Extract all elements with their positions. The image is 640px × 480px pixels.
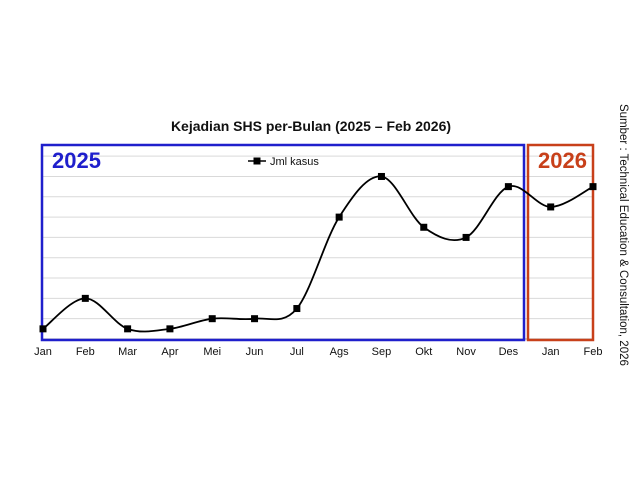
x-tick-label: Ags <box>330 346 349 358</box>
x-tick-label: Feb <box>584 346 603 358</box>
data-point-7 <box>335 213 343 221</box>
data-point-8 <box>377 172 385 180</box>
data-point-1 <box>81 294 89 302</box>
data-point-5 <box>251 315 259 323</box>
x-tick-label: Sep <box>372 346 392 358</box>
x-tick-labels: Jan Feb Mar Apr Mei Jun Jul Ags Sep Okt Nov Des Jan F… <box>34 346 602 358</box>
x-tick-label: Des <box>499 346 519 358</box>
x-tick-label: Jul <box>290 346 304 358</box>
data-point-0 <box>39 325 47 333</box>
year-label-2025: 2025 <box>52 148 101 173</box>
series-line-jml-kasus <box>42 175 594 333</box>
x-tick-label: Feb <box>76 346 95 358</box>
data-point-4 <box>208 315 216 323</box>
chart-title: Kejadian SHS per-Bulan (2025 – Feb 2026) <box>171 118 451 134</box>
x-tick-label: Jan <box>34 346 52 358</box>
data-point-2 <box>124 325 132 333</box>
x-tick-label: Jun <box>246 346 264 358</box>
data-point-13 <box>589 183 597 191</box>
year-label-2026: 2026 <box>538 148 587 173</box>
legend-marker <box>253 157 261 165</box>
year-box-2025 <box>40 143 526 342</box>
legend: Jml kasus <box>248 156 319 168</box>
gridlines <box>43 155 593 340</box>
data-point-3 <box>166 325 174 333</box>
series-group <box>39 172 597 333</box>
year-boxes: 2025 2026 <box>40 143 595 342</box>
year-box-2026 <box>526 143 595 342</box>
data-point-10 <box>462 233 470 241</box>
x-tick-label: Apr <box>161 346 178 358</box>
x-tick-label: Nov <box>456 346 476 358</box>
x-tick-label: Okt <box>415 346 432 358</box>
x-tick-label: Mei <box>203 346 221 358</box>
x-tick-label: Jan <box>542 346 560 358</box>
source-note: Sumber : Technical Education & Consultat… <box>617 104 629 366</box>
legend-label: Jml kasus <box>270 156 319 168</box>
data-point-11 <box>504 183 512 191</box>
x-tick-label: Mar <box>118 346 137 358</box>
data-point-6 <box>293 305 301 313</box>
data-point-9 <box>420 223 428 231</box>
data-point-12 <box>547 203 555 211</box>
